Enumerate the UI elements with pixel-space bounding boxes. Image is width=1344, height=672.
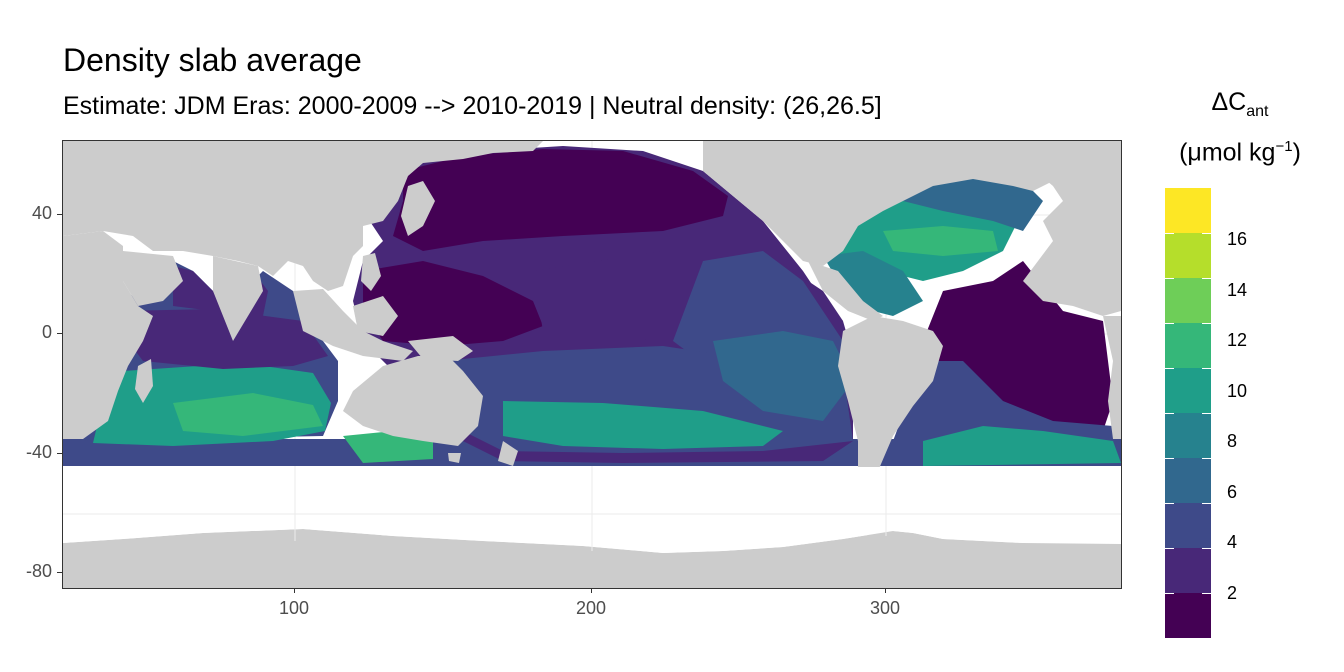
ytick-label-m80: -80 xyxy=(25,561,52,581)
legend-label-14: 14 xyxy=(1227,280,1248,300)
legend-label-10: 10 xyxy=(1227,381,1248,401)
ocean-south-aus xyxy=(343,431,433,463)
legend-label-6: 6 xyxy=(1227,482,1238,502)
land-new-guinea xyxy=(408,336,473,361)
legend-label-12: 12 xyxy=(1227,330,1248,350)
legend-tick xyxy=(1202,593,1211,594)
legend-tick xyxy=(1202,233,1211,234)
ytick-mark-40 xyxy=(57,214,62,215)
ocean-subpolar-atlantic xyxy=(903,171,1043,231)
land-australia xyxy=(343,356,483,446)
ytick-label-m40: -40 xyxy=(25,442,52,462)
legend-label-4: 4 xyxy=(1227,532,1238,552)
xtick-mark-300 xyxy=(885,588,886,593)
land-africa xyxy=(63,231,153,439)
xtick-mark-100 xyxy=(294,588,295,593)
legend-label-2: 2 xyxy=(1227,583,1238,603)
legend-unit-sup: −1 xyxy=(1275,138,1293,155)
legend-tick xyxy=(1165,458,1174,459)
ocean-north-pacific xyxy=(393,149,728,251)
land-tasmania xyxy=(448,453,461,463)
legend-tick xyxy=(1202,503,1211,504)
land-north-america xyxy=(703,141,1121,266)
legend-swatch xyxy=(1165,458,1211,503)
legend-tick xyxy=(1165,278,1174,279)
land-central-america xyxy=(808,261,883,321)
ytick-label-40: 40 xyxy=(31,203,52,223)
land-africa-east xyxy=(1103,316,1121,439)
xtick-mark-200 xyxy=(591,588,592,593)
xtick-label-200: 200 xyxy=(575,598,607,618)
legend-tick xyxy=(1165,593,1174,594)
chart-title: Density slab average xyxy=(63,42,362,78)
land-south-america xyxy=(838,316,943,496)
ytick-mark-0 xyxy=(57,333,62,334)
ocean-south-atlantic-mode xyxy=(923,426,1121,466)
legend-tick xyxy=(1202,323,1211,324)
legend-tick xyxy=(1165,233,1174,234)
land-japan xyxy=(401,181,435,236)
land-philippines xyxy=(361,253,381,291)
xtick-label-100: 100 xyxy=(278,598,310,618)
ocean-south-pacific-mode xyxy=(503,401,783,449)
legend-swatch xyxy=(1165,323,1211,368)
legend-swatch xyxy=(1165,368,1211,413)
land-europe-africa-east xyxy=(1023,181,1121,316)
legend-label-8: 8 xyxy=(1227,431,1238,451)
legend-swatch xyxy=(1165,188,1211,233)
legend-tick xyxy=(1165,368,1174,369)
legend-title-sub: ant xyxy=(1246,103,1269,120)
land-new-zealand xyxy=(498,441,518,466)
land-masses xyxy=(63,141,1121,496)
land-asia xyxy=(63,141,543,291)
legend-swatch xyxy=(1165,548,1211,593)
ocean-north-atlantic-core xyxy=(883,226,998,256)
ocean-indian-bay xyxy=(123,309,328,369)
legend-label-16: 16 xyxy=(1227,229,1248,249)
xtick-label-300: 300 xyxy=(869,598,901,618)
ytick-mark-m80 xyxy=(57,572,62,573)
land-se-asia xyxy=(293,289,413,361)
legend-title-main: ΔC xyxy=(1211,88,1247,116)
legend-tick xyxy=(1202,278,1211,279)
land-india xyxy=(213,256,263,341)
legend-tick xyxy=(1202,458,1211,459)
legend-tick xyxy=(1165,503,1174,504)
legend-tick xyxy=(1202,413,1211,414)
legend-colorbar xyxy=(1165,188,1211,638)
land-antarctica xyxy=(63,529,1121,588)
legend-tick xyxy=(1165,413,1174,414)
legend-title: ΔCant xyxy=(1150,88,1330,121)
ocean-east-south-pacific xyxy=(713,331,853,421)
map-panel xyxy=(62,140,1122,589)
ocean-indian-south-core xyxy=(173,393,323,436)
legend-swatch xyxy=(1165,233,1211,278)
chart-subtitle: Estimate: JDM Eras: 2000-2009 --> 2010-2… xyxy=(63,92,882,120)
legend-swatch xyxy=(1165,278,1211,323)
legend-swatch xyxy=(1165,413,1211,458)
legend-unit-close: ) xyxy=(1292,138,1301,167)
legend-tick xyxy=(1165,323,1174,324)
legend-tick xyxy=(1165,548,1174,549)
land-arabia xyxy=(123,251,183,306)
legend-tick xyxy=(1202,368,1211,369)
ocean-west-pacific-warmpool xyxy=(363,261,543,346)
land-borneo xyxy=(353,296,398,336)
legend-tick xyxy=(1202,548,1211,549)
ocean-gulf-of-mexico xyxy=(823,251,923,316)
legend-unit-text: (μmol kg xyxy=(1179,138,1276,167)
legend-unit: (μmol kg−1) xyxy=(1150,138,1330,167)
land-madagascar xyxy=(135,359,153,403)
legend-swatch xyxy=(1165,593,1211,638)
ytick-label-0: 0 xyxy=(41,322,52,342)
map-plot xyxy=(63,141,1121,588)
ytick-mark-m40 xyxy=(57,453,62,454)
legend-swatch xyxy=(1165,503,1211,548)
